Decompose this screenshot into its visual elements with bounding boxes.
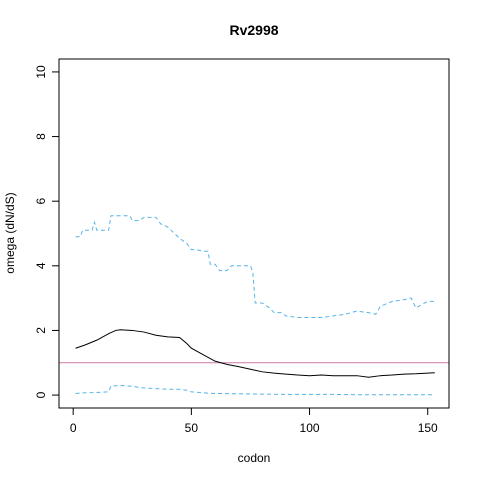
y-tick-label: 6 [34, 198, 48, 205]
y-tick-label: 4 [34, 262, 48, 269]
ci-upper-series-line [75, 215, 435, 319]
ci-lower-series-line [75, 384, 435, 396]
omega-series-line [75, 329, 435, 378]
x-tick-label: 150 [418, 421, 438, 435]
y-tick-label: 2 [34, 327, 48, 334]
y-tick-label: 8 [34, 133, 48, 140]
plot-frame [58, 58, 450, 409]
y-axis-label: omega (dN/dS) [3, 192, 17, 273]
x-tick-label: 100 [300, 421, 320, 435]
x-tick-label: 0 [70, 421, 77, 435]
y-tick-label: 10 [34, 65, 48, 79]
chart-title: Rv2998 [229, 22, 278, 38]
x-tick-label: 50 [185, 421, 199, 435]
y-tick-label: 0 [34, 391, 48, 398]
x-axis-label: codon [238, 451, 271, 465]
